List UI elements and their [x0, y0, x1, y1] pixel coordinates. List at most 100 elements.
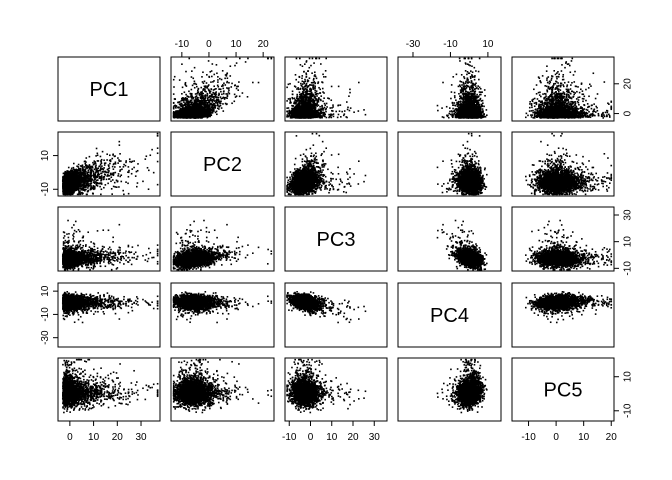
data-point	[191, 104, 193, 106]
data-point	[201, 105, 203, 107]
data-point	[213, 89, 215, 91]
data-point	[307, 81, 309, 83]
data-point	[195, 98, 197, 100]
data-point	[226, 75, 228, 77]
data-point	[226, 58, 228, 60]
data-point	[179, 79, 181, 81]
data-point	[294, 85, 296, 87]
data-point	[188, 96, 190, 98]
data-point	[233, 100, 235, 102]
data-point	[194, 111, 196, 113]
data-point	[229, 93, 231, 95]
data-point	[207, 110, 209, 112]
data-point	[194, 105, 196, 107]
data-point	[237, 89, 239, 91]
data-point	[245, 61, 247, 63]
data-point	[206, 82, 208, 84]
data-point	[204, 100, 206, 102]
data-point	[209, 71, 211, 73]
data-point	[198, 93, 200, 95]
data-point	[191, 93, 193, 95]
data-point	[220, 96, 222, 98]
data-point	[215, 93, 217, 95]
data-point	[231, 83, 233, 85]
data-point	[197, 88, 199, 90]
data-point	[185, 99, 187, 101]
data-point	[185, 109, 187, 111]
data-point	[177, 107, 179, 109]
data-point	[181, 103, 183, 105]
data-point	[202, 116, 204, 118]
data-point	[195, 99, 197, 101]
data-point	[195, 84, 197, 86]
data-point	[211, 108, 213, 110]
data-point	[216, 101, 218, 103]
data-point	[222, 97, 224, 99]
data-point	[230, 86, 232, 88]
data-point	[191, 70, 193, 72]
data-point	[216, 113, 218, 115]
data-point	[227, 77, 229, 79]
data-point	[203, 111, 205, 113]
data-point	[182, 97, 184, 99]
data-point	[185, 94, 187, 96]
data-point	[192, 114, 194, 116]
data-point	[223, 91, 225, 93]
data-point	[214, 96, 216, 98]
data-point	[213, 107, 215, 109]
data-point	[216, 64, 218, 66]
data-point	[299, 58, 301, 60]
data-point	[177, 102, 179, 104]
data-point	[222, 110, 224, 112]
data-point	[204, 103, 206, 105]
data-point	[195, 113, 197, 115]
data-point	[219, 88, 221, 90]
data-point	[234, 85, 236, 87]
data-point	[205, 109, 207, 111]
data-point	[300, 83, 302, 85]
data-point	[201, 76, 203, 78]
data-point	[190, 110, 192, 112]
data-point	[214, 103, 216, 105]
data-point	[194, 116, 196, 118]
data-point	[199, 102, 201, 104]
data-point	[205, 106, 207, 108]
data-point	[230, 65, 232, 67]
data-point	[200, 104, 202, 106]
data-point	[242, 92, 244, 94]
data-point	[194, 67, 196, 69]
data-point	[173, 102, 175, 104]
data-point	[204, 85, 206, 87]
data-point	[182, 106, 184, 108]
data-point	[184, 83, 186, 85]
data-point	[320, 100, 322, 102]
point-cloud-pc1-vs-pc3	[286, 58, 366, 119]
data-point	[201, 102, 203, 104]
point-cloud-pc1-vs-pc2	[173, 58, 272, 119]
data-point	[216, 111, 218, 113]
data-point	[318, 58, 320, 60]
data-point	[205, 91, 207, 93]
data-point	[177, 111, 179, 113]
data-point	[174, 98, 176, 100]
data-point	[174, 116, 176, 118]
data-point	[213, 85, 215, 87]
data-point	[236, 86, 238, 88]
data-point	[173, 79, 175, 81]
data-point	[236, 88, 238, 90]
data-point	[234, 65, 236, 67]
data-point	[204, 81, 206, 83]
data-point	[222, 85, 224, 87]
data-point	[320, 63, 322, 65]
data-point	[298, 89, 300, 91]
data-point	[203, 82, 205, 84]
data-point	[191, 96, 193, 98]
data-point	[217, 86, 219, 88]
data-point	[192, 85, 194, 87]
data-point	[200, 108, 202, 110]
data-point	[321, 106, 323, 108]
data-point	[225, 93, 227, 95]
data-point	[214, 107, 216, 109]
data-point	[206, 74, 208, 76]
